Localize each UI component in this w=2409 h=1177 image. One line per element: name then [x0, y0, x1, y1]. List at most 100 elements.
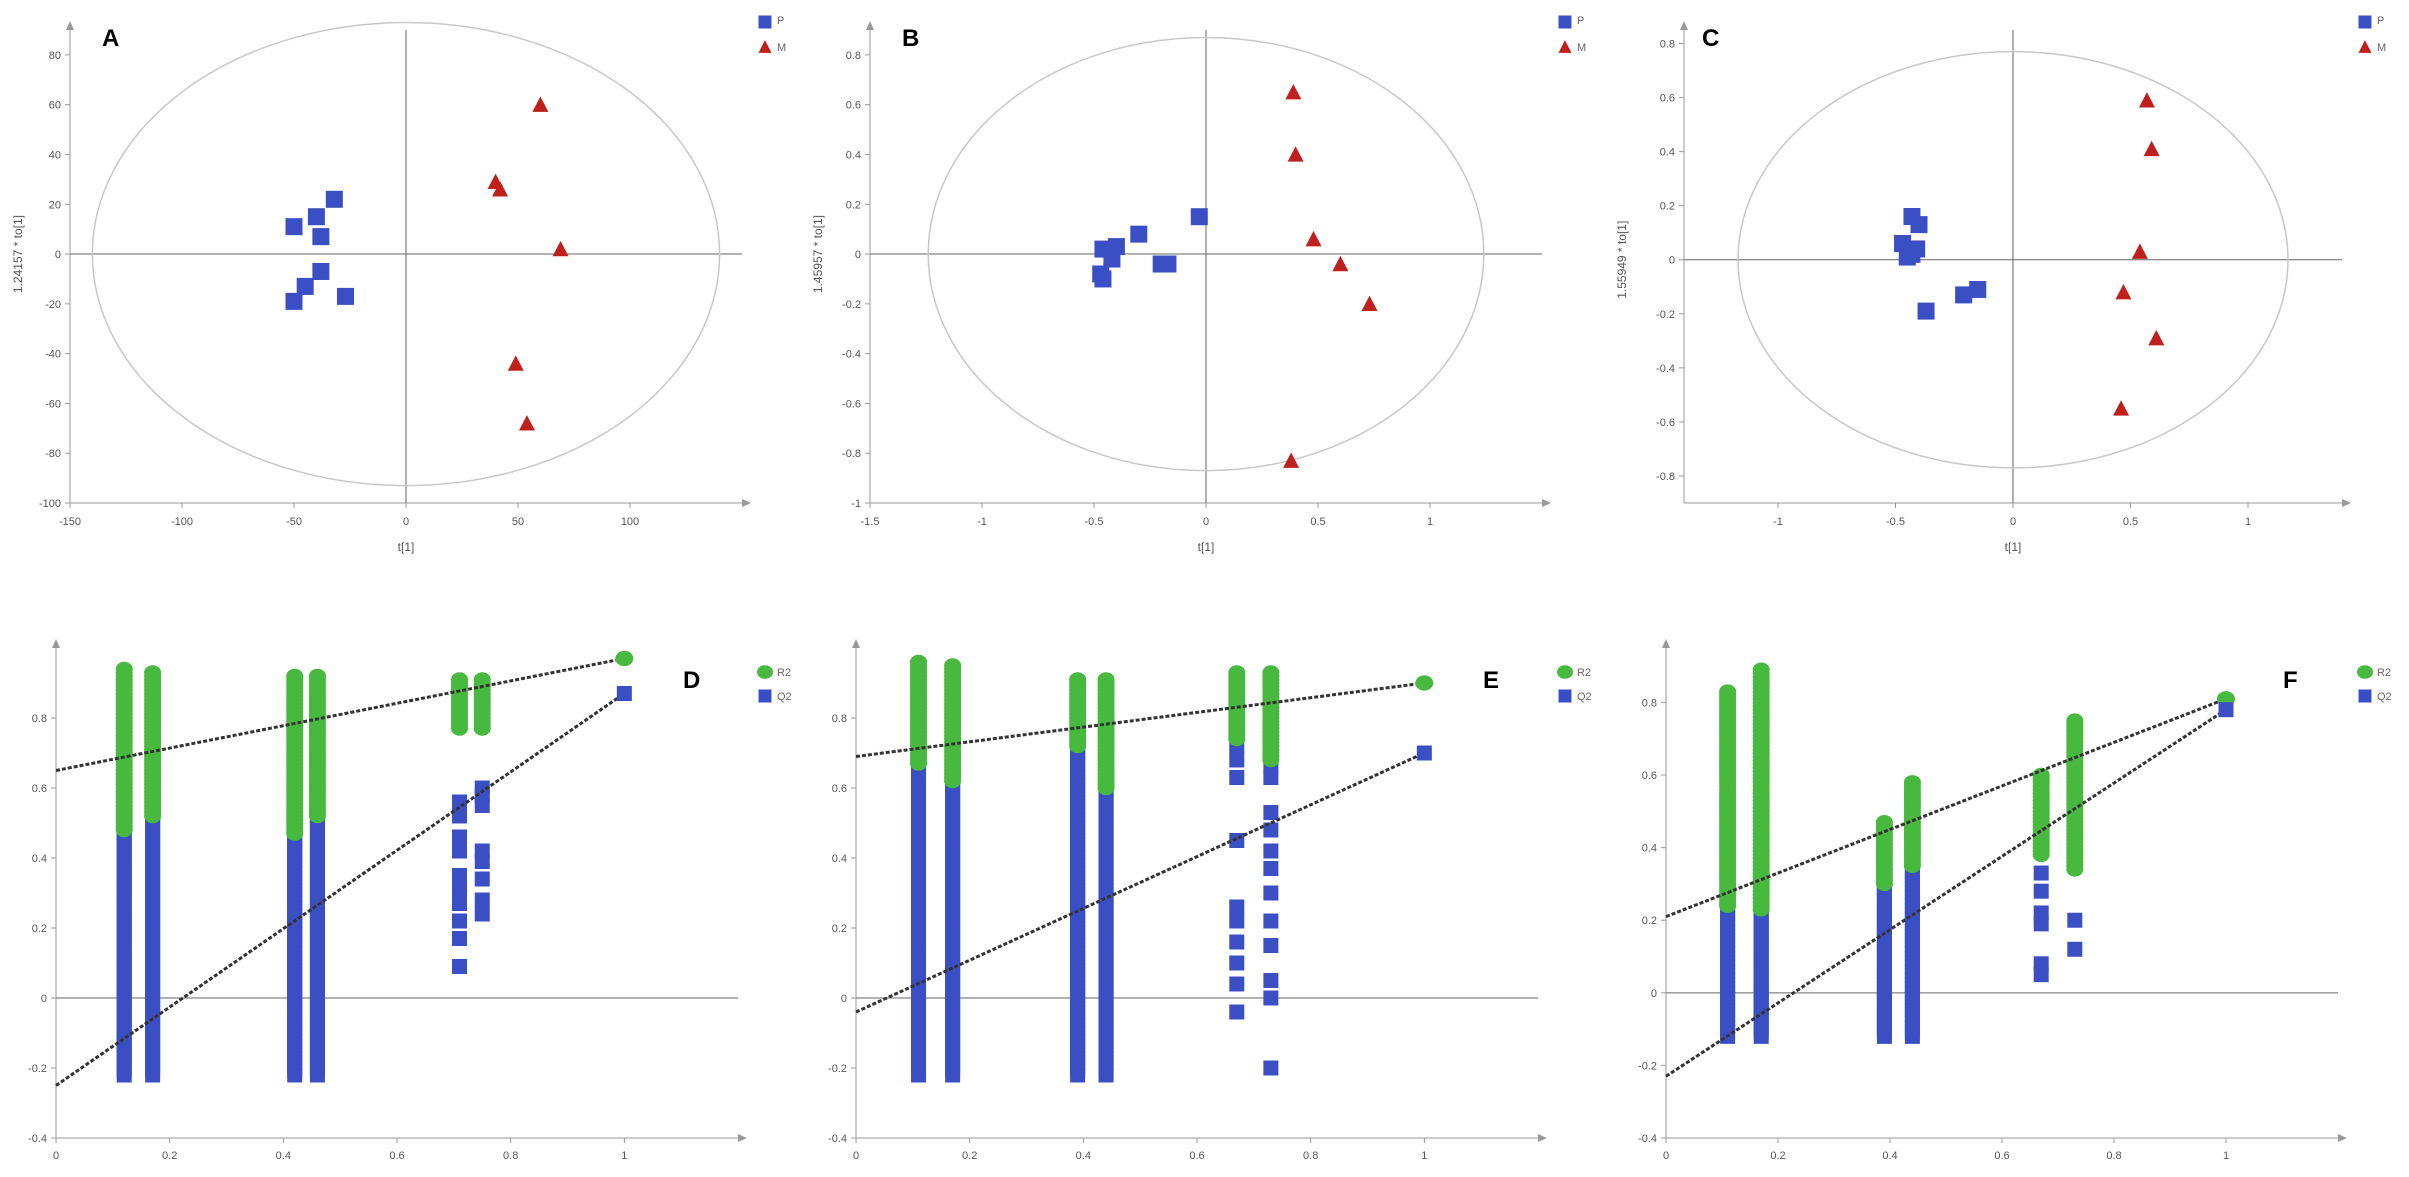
y-tick-label: -0.6	[1656, 417, 1675, 429]
q2-point	[1263, 843, 1279, 859]
y-tick-label: -0.2	[1638, 1060, 1657, 1072]
x-tick-label: 1	[1427, 516, 1433, 528]
r2-point	[473, 672, 491, 687]
r2-point	[1752, 662, 1770, 678]
q2-point	[1263, 913, 1279, 929]
hotelling-ellipse	[927, 36, 1485, 472]
point-p	[337, 287, 355, 305]
point-m	[518, 415, 535, 431]
point-m	[492, 181, 509, 197]
r2-point	[1097, 672, 1115, 687]
q2-point	[474, 871, 490, 887]
point-p	[1159, 255, 1177, 273]
q2-regression-line	[55, 692, 626, 1087]
y-tick-label: 0	[41, 993, 47, 1005]
y-tick-label: 0.2	[32, 923, 47, 935]
plot-area-b: -1.5 -1 -0.5 0 0.5 1-1-0.8-0.6-0.4-0.200.20.4…	[811, 21, 1551, 554]
point-p	[296, 277, 314, 295]
q2-point	[474, 892, 490, 908]
point-m	[1361, 295, 1378, 312]
y-axis-arrow	[1680, 21, 1688, 30]
plot-area-a: -150 -100 -50 0 50 100 -100 -80 -60 -40 -20 0 20 40 60…	[11, 21, 751, 554]
point-p	[1130, 225, 1148, 243]
legend-label-r2: R2	[1577, 667, 1591, 679]
y-tick-label: -0.4	[842, 349, 861, 361]
x-axis-title: t[1]	[398, 540, 415, 554]
q2-point	[474, 843, 490, 859]
y-tick-label: 0.8	[32, 713, 47, 725]
y-tick-label: 0	[1651, 988, 1657, 1000]
q2-point	[474, 906, 490, 922]
q2-point	[1263, 973, 1279, 988]
r2-point	[451, 672, 469, 687]
r2-point	[1069, 672, 1087, 687]
y-tick-label: 0.2	[846, 199, 861, 211]
point-p	[325, 190, 343, 208]
r2-point	[944, 658, 962, 673]
x-tick-label: 0.2	[162, 1150, 177, 1162]
point-p	[1094, 270, 1112, 288]
legend-label-p: P	[2377, 15, 2384, 27]
y-tick-label: -0.8	[1656, 471, 1675, 483]
y-tick-label: 0	[841, 993, 847, 1005]
x-tick-label: 0	[1203, 516, 1209, 528]
panel-e: 0 0.2 0.4 0.6 0.8 1 -0.4 -0.2 0 0.2 0.4 0.6 0.8 E R2 Q2	[800, 590, 1600, 1177]
x-tick-label: 0.6	[1994, 1150, 2009, 1162]
y-axis-title: 1.24157 * to[1]	[11, 215, 25, 293]
x-tick-label: 0.8	[1303, 1150, 1318, 1162]
x-axis-arrow	[742, 499, 751, 507]
legend-label-p: P	[777, 15, 784, 27]
y-tick-label: 0.8	[1642, 697, 1657, 709]
panel-label: E	[1483, 667, 1499, 694]
point-m	[1285, 84, 1302, 100]
point-p	[1910, 216, 1928, 234]
point-m	[2115, 283, 2132, 300]
q2-original-point	[1416, 745, 1432, 761]
hotelling-ellipse	[91, 21, 721, 487]
y-axis-arrow	[66, 21, 74, 30]
legend-marker-r2	[2357, 665, 2373, 679]
y-tick-label: 0.2	[832, 923, 847, 935]
q2-original-point	[616, 686, 632, 701]
x-tick-label: 0.5	[2123, 516, 2138, 528]
q2-point	[1229, 913, 1245, 929]
point-p	[1955, 286, 1973, 304]
q2-point	[1229, 976, 1245, 992]
panel-label: A	[102, 25, 119, 52]
legend-label-m: M	[777, 42, 786, 54]
y-tick-label: 80	[49, 50, 61, 62]
r2-point	[1228, 665, 1246, 680]
q2-point	[452, 882, 468, 897]
panel-label: D	[683, 667, 700, 694]
point-p	[1917, 302, 1935, 320]
legend-label-p: P	[1577, 15, 1584, 27]
y-tick-label: -0.2	[828, 1063, 847, 1075]
y-tick-label: -40	[45, 349, 61, 361]
chart-b: -1.5 -1 -0.5 0 0.5 1-1-0.8-0.6-0.4-0.200.20.4…	[811, 15, 1586, 554]
q2-point	[1263, 805, 1279, 820]
q2-point	[1263, 1060, 1279, 1076]
y-tick-label: -0.2	[1656, 309, 1675, 321]
y-tick-label: 0	[55, 249, 61, 261]
y-axis-arrow	[866, 21, 874, 30]
x-tick-label: -0.5	[1085, 516, 1104, 528]
legend-label-m: M	[1577, 42, 1586, 54]
panel-b: -1.5 -1 -0.5 0 0.5 1 -1 -0.8 -0.6 -0.4 -0.2 0 0.2 0.4…	[800, 0, 1600, 590]
legend-marker-r2	[757, 665, 773, 679]
point-m	[1283, 452, 1300, 468]
legend-label-r2: R2	[777, 667, 791, 679]
r2-point	[286, 668, 304, 684]
point-p	[307, 208, 325, 226]
x-tick-label: 0	[2010, 516, 2016, 528]
legend-label-m: M	[2377, 42, 2386, 54]
y-axis-arrow	[1662, 639, 1670, 648]
legend-marker-q2	[1558, 689, 1572, 703]
q2-point	[452, 868, 468, 883]
r2-regression-line	[855, 681, 1425, 758]
legend-marker-p	[1558, 15, 1572, 29]
point-m	[2113, 400, 2130, 416]
q2-point	[2067, 912, 2083, 928]
legend-marker-m	[758, 40, 772, 53]
x-tick-label: -1.5	[861, 516, 880, 528]
chart-c: -1 -0.5 0 0.5 1 -0.8 -0.6 -0.4 -0.2 0 0.2 0.4 0.6 0.8…	[1615, 15, 2386, 554]
